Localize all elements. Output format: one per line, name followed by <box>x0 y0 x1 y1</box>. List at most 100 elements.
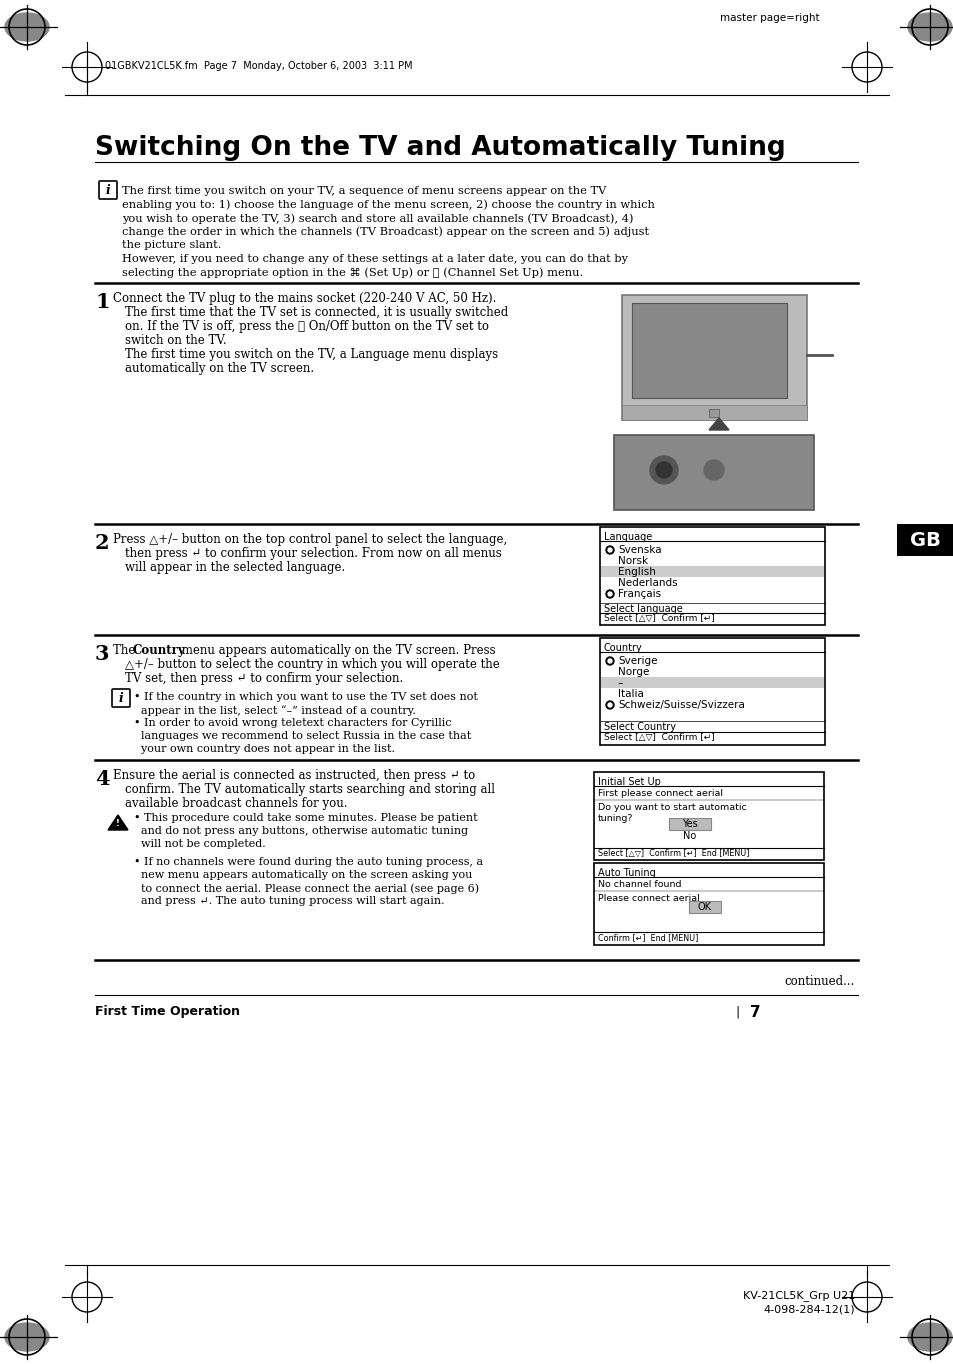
Text: automatically on the TV screen.: automatically on the TV screen. <box>125 361 314 375</box>
Text: GB: GB <box>908 531 940 550</box>
FancyBboxPatch shape <box>112 689 130 707</box>
Circle shape <box>605 546 614 554</box>
Text: selecting the appropriate option in the ⌘ (Set Up) or ⎙ (Channel Set Up) menu.: selecting the appropriate option in the … <box>122 267 582 277</box>
Text: However, if you need to change any of these settings at a later date, you can do: However, if you need to change any of th… <box>122 254 627 263</box>
Text: confirm. The TV automatically starts searching and storing all: confirm. The TV automatically starts sea… <box>125 783 495 797</box>
Text: –: – <box>618 678 622 687</box>
Bar <box>600 677 823 687</box>
Text: will appear in the selected language.: will appear in the selected language. <box>125 561 345 574</box>
Bar <box>708 409 719 417</box>
Polygon shape <box>708 417 728 430</box>
Text: Français: Français <box>618 589 660 599</box>
Text: switch on the TV.: switch on the TV. <box>125 334 227 346</box>
Circle shape <box>607 702 612 707</box>
Text: i: i <box>106 184 111 196</box>
Text: Please connect aerial: Please connect aerial <box>598 893 699 903</box>
Text: appear in the list, select “–” instead of a country.: appear in the list, select “–” instead o… <box>133 705 416 716</box>
FancyBboxPatch shape <box>99 181 117 199</box>
Text: the picture slant.: the picture slant. <box>122 240 221 250</box>
Bar <box>594 772 823 859</box>
Bar <box>594 863 823 945</box>
Circle shape <box>649 456 678 484</box>
Text: your own country does not appear in the list.: your own country does not appear in the … <box>133 743 395 754</box>
Bar <box>668 818 710 831</box>
Circle shape <box>607 548 612 552</box>
Text: Language: Language <box>603 532 652 542</box>
Text: on. If the TV is off, press the Ⓣ On/Off button on the TV set to: on. If the TV is off, press the Ⓣ On/Off… <box>125 321 489 333</box>
Text: continued...: continued... <box>783 975 854 988</box>
Text: Schweiz/Suisse/Svizzera: Schweiz/Suisse/Svizzera <box>618 700 744 711</box>
Text: No channel found: No channel found <box>598 880 680 889</box>
Text: Initial Set Up: Initial Set Up <box>598 777 660 787</box>
Text: 4-098-284-12(1): 4-098-284-12(1) <box>762 1305 854 1315</box>
Text: will not be completed.: will not be completed. <box>133 839 266 848</box>
Text: Norsk: Norsk <box>618 557 647 566</box>
Text: to connect the aerial. Please connect the aerial (see page 6): to connect the aerial. Please connect th… <box>133 883 478 893</box>
Text: Italia: Italia <box>618 689 643 698</box>
Ellipse shape <box>907 1323 951 1350</box>
Text: First please connect aerial: First please connect aerial <box>598 788 722 798</box>
Bar <box>688 902 720 913</box>
FancyBboxPatch shape <box>614 435 813 510</box>
Text: master page=right: master page=right <box>720 14 820 23</box>
Text: languages we recommend to select Russia in the case that: languages we recommend to select Russia … <box>133 731 471 741</box>
Text: Svenska: Svenska <box>618 546 661 555</box>
Circle shape <box>607 592 612 596</box>
Text: The first time that the TV set is connected, it is usually switched: The first time that the TV set is connec… <box>125 306 508 319</box>
Text: Select [△▽]  Confirm [↵]: Select [△▽] Confirm [↵] <box>603 732 714 742</box>
Text: 2: 2 <box>95 533 110 552</box>
Text: |: | <box>734 1005 739 1018</box>
Bar <box>599 638 824 745</box>
Text: Press △+/– button on the top control panel to select the language,: Press △+/– button on the top control pan… <box>112 533 507 546</box>
Text: Select [△▽]  Confirm [↵]  End [MENU]: Select [△▽] Confirm [↵] End [MENU] <box>598 848 749 858</box>
Ellipse shape <box>5 14 49 41</box>
Circle shape <box>605 701 614 709</box>
Text: enabling you to: 1) choose the language of the menu screen, 2) choose the countr: enabling you to: 1) choose the language … <box>122 199 654 210</box>
Bar <box>621 405 806 420</box>
Circle shape <box>703 460 723 480</box>
Text: OK: OK <box>698 902 711 913</box>
Text: tuning?: tuning? <box>598 814 633 822</box>
Text: Sverige: Sverige <box>618 656 657 666</box>
Text: English: English <box>618 567 655 577</box>
Text: new menu appears automatically on the screen asking you: new menu appears automatically on the sc… <box>133 870 472 880</box>
Text: Select [△▽]  Confirm [↵]: Select [△▽] Confirm [↵] <box>603 614 714 623</box>
Bar <box>600 566 823 577</box>
Text: Yes: Yes <box>681 818 698 829</box>
Bar <box>631 303 786 398</box>
Polygon shape <box>108 816 128 831</box>
Text: !: ! <box>116 818 120 828</box>
Text: KV-21CL5K_Grp U21: KV-21CL5K_Grp U21 <box>742 1290 854 1301</box>
Text: Auto Tuning: Auto Tuning <box>598 868 655 878</box>
Text: Confirm [↵]  End [MENU]: Confirm [↵] End [MENU] <box>598 933 698 943</box>
Text: change the order in which the channels (TV Broadcast) appear on the screen and 5: change the order in which the channels (… <box>122 226 648 237</box>
Text: First Time Operation: First Time Operation <box>95 1005 240 1018</box>
Text: • In order to avoid wrong teletext characters for Cyrillic: • In order to avoid wrong teletext chara… <box>133 717 451 728</box>
Text: △+/– button to select the country in which you will operate the: △+/– button to select the country in whi… <box>125 657 499 671</box>
Text: TV set, then press ↵ to confirm your selection.: TV set, then press ↵ to confirm your sel… <box>125 672 403 685</box>
Text: Ensure the aerial is connected as instructed, then press ↵ to: Ensure the aerial is connected as instru… <box>112 769 475 782</box>
Circle shape <box>605 591 614 597</box>
Text: then press ↵ to confirm your selection. From now on all menus: then press ↵ to confirm your selection. … <box>125 547 501 561</box>
Text: Nederlands: Nederlands <box>618 578 677 588</box>
Text: Country: Country <box>132 644 186 657</box>
Text: menu appears automatically on the TV screen. Press: menu appears automatically on the TV scr… <box>178 644 496 657</box>
Circle shape <box>605 657 614 666</box>
Text: i: i <box>118 692 123 704</box>
Bar <box>599 527 824 625</box>
Text: Select language: Select language <box>603 604 682 614</box>
Text: 3: 3 <box>95 644 110 664</box>
Text: 01GBKV21CL5K.fm  Page 7  Monday, October 6, 2003  3:11 PM: 01GBKV21CL5K.fm Page 7 Monday, October 6… <box>105 61 413 71</box>
Text: 7: 7 <box>749 1005 760 1020</box>
Text: • This procedure could take some minutes. Please be patient: • This procedure could take some minutes… <box>133 813 477 822</box>
Text: The first time you switch on your TV, a sequence of menu screens appear on the T: The first time you switch on your TV, a … <box>122 186 606 196</box>
Bar <box>896 524 953 557</box>
Text: The: The <box>112 644 139 657</box>
Text: 1: 1 <box>95 292 110 312</box>
Text: • If no channels were found during the auto tuning process, a: • If no channels were found during the a… <box>133 857 482 868</box>
Text: Select Country: Select Country <box>603 722 676 732</box>
Text: 4: 4 <box>95 769 110 788</box>
Text: Country: Country <box>603 642 642 653</box>
Text: you wish to operate the TV, 3) search and store all available channels (TV Broad: you wish to operate the TV, 3) search an… <box>122 213 633 224</box>
Text: The first time you switch on the TV, a Language menu displays: The first time you switch on the TV, a L… <box>125 348 497 361</box>
